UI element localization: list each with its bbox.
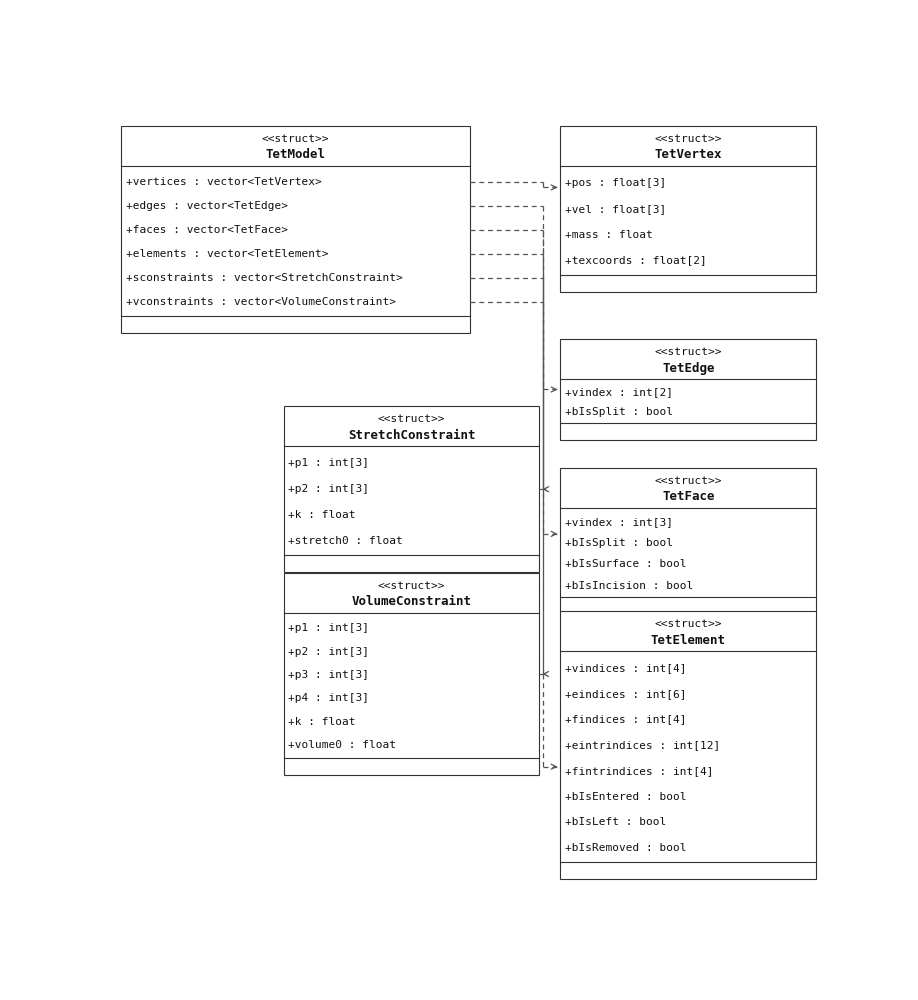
Text: +faces : vector<TetFace>: +faces : vector<TetFace> <box>126 225 287 235</box>
Text: +bIsIncision : bool: +bIsIncision : bool <box>565 581 693 591</box>
Text: +sconstraints : vector<StretchConstraint>: +sconstraints : vector<StretchConstraint… <box>126 273 402 283</box>
Text: +texcoords : float[2]: +texcoords : float[2] <box>565 256 707 266</box>
Text: +p1 : int[3]: +p1 : int[3] <box>288 458 369 468</box>
Text: +vel : float[3]: +vel : float[3] <box>565 204 666 214</box>
Text: +stretch0 : float: +stretch0 : float <box>288 536 403 546</box>
Text: +k : float: +k : float <box>288 510 356 520</box>
Text: VolumeConstraint: VolumeConstraint <box>352 595 472 608</box>
Text: TetModel: TetModel <box>265 148 325 161</box>
Text: +volume0 : float: +volume0 : float <box>288 740 397 750</box>
Text: +bIsSplit : bool: +bIsSplit : bool <box>565 407 673 417</box>
Text: +p2 : int[3]: +p2 : int[3] <box>288 484 369 494</box>
Bar <box>121 126 470 333</box>
Text: +elements : vector<TetElement>: +elements : vector<TetElement> <box>126 249 328 259</box>
Text: +bIsLeft : bool: +bIsLeft : bool <box>565 817 666 827</box>
Text: +fintrindices : int[4]: +fintrindices : int[4] <box>565 766 713 776</box>
Bar <box>560 611 816 879</box>
Text: +bIsEntered : bool: +bIsEntered : bool <box>565 792 687 802</box>
Text: +mass : float: +mass : float <box>565 230 653 240</box>
Bar <box>284 406 540 572</box>
Text: +p3 : int[3]: +p3 : int[3] <box>288 670 369 680</box>
Text: +vertices : vector<TetVertex>: +vertices : vector<TetVertex> <box>126 177 321 187</box>
Text: +vconstraints : vector<VolumeConstraint>: +vconstraints : vector<VolumeConstraint> <box>126 297 396 307</box>
Text: +p2 : int[3]: +p2 : int[3] <box>288 647 369 657</box>
Text: +p4 : int[3]: +p4 : int[3] <box>288 693 369 703</box>
Bar <box>560 126 816 292</box>
Text: +p1 : int[3]: +p1 : int[3] <box>288 623 369 633</box>
Text: <<struct>>: <<struct>> <box>655 347 722 357</box>
Bar <box>560 468 816 614</box>
Text: <<struct>>: <<struct>> <box>378 581 445 591</box>
Text: +bIsSurface : bool: +bIsSurface : bool <box>565 559 687 569</box>
Text: <<struct>>: <<struct>> <box>655 476 722 486</box>
Text: +k : float: +k : float <box>288 717 356 727</box>
Text: TetFace: TetFace <box>662 490 714 503</box>
Text: <<struct>>: <<struct>> <box>378 414 445 424</box>
Text: +vindex : int[2]: +vindex : int[2] <box>565 387 673 397</box>
Text: StretchConstraint: StretchConstraint <box>348 429 476 442</box>
Text: +bIsRemoved : bool: +bIsRemoved : bool <box>565 843 687 853</box>
Text: <<struct>>: <<struct>> <box>655 619 722 629</box>
Text: +eindices : int[6]: +eindices : int[6] <box>565 689 687 699</box>
Bar <box>560 339 816 440</box>
Text: TetElement: TetElement <box>651 634 726 647</box>
Text: +vindex : int[3]: +vindex : int[3] <box>565 517 673 527</box>
Bar <box>284 573 540 775</box>
Text: <<struct>>: <<struct>> <box>262 134 329 144</box>
Text: +findices : int[4]: +findices : int[4] <box>565 714 687 724</box>
Text: +vindices : int[4]: +vindices : int[4] <box>565 663 687 673</box>
Text: +edges : vector<TetEdge>: +edges : vector<TetEdge> <box>126 201 287 211</box>
Text: TetVertex: TetVertex <box>655 148 722 161</box>
Text: TetEdge: TetEdge <box>662 362 714 375</box>
Text: <<struct>>: <<struct>> <box>655 134 722 144</box>
Text: +pos : float[3]: +pos : float[3] <box>565 178 666 188</box>
Text: +bIsSplit : bool: +bIsSplit : bool <box>565 538 673 548</box>
Text: +eintrindices : int[12]: +eintrindices : int[12] <box>565 740 721 750</box>
